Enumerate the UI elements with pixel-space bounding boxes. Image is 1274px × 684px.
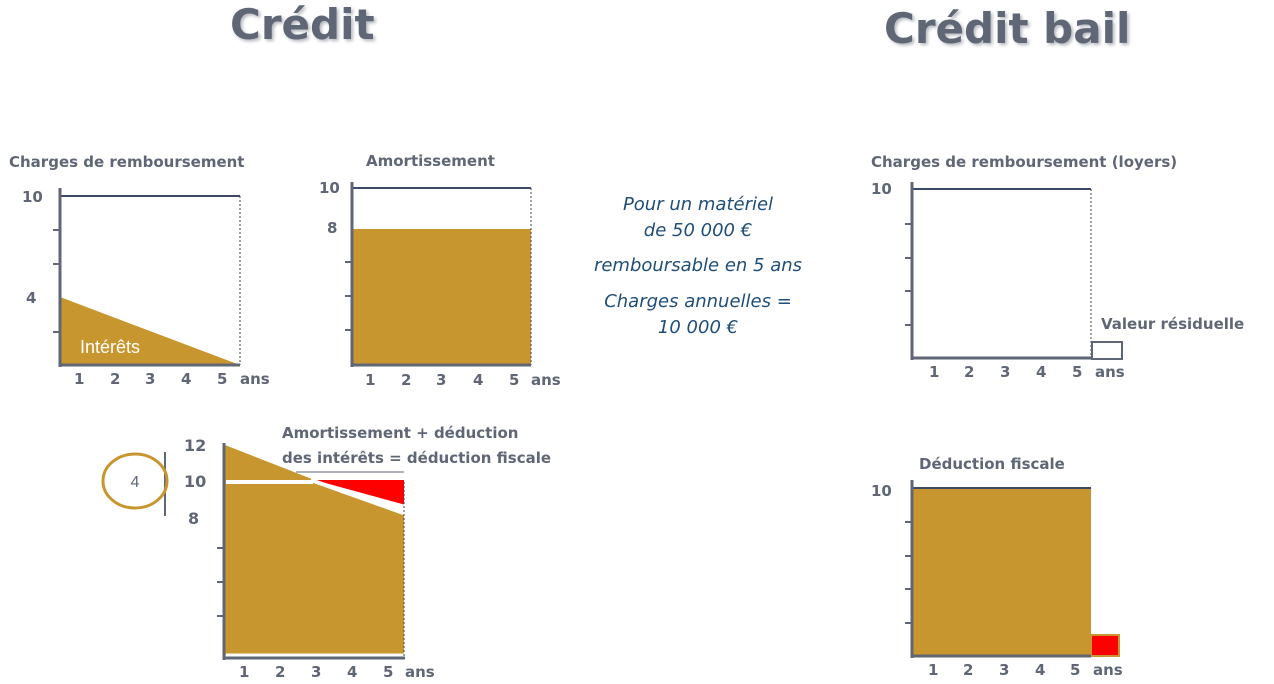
y-tick-label: 10 [871,482,892,500]
deduction-area [913,488,1091,656]
series-label: Intérêts [80,337,140,357]
x-tick-label: 4 [347,663,357,681]
interest-boundary-line [310,478,405,516]
y-tick-label: 12 [184,436,206,455]
chart-credit-deduction: Amortissement + déduction des intérêts =… [101,424,551,681]
title-credit: Crédit [230,0,375,49]
chart-bail-loyers: Charges de remboursement (loyers) 10 Val… [871,153,1244,381]
x-tick-label: 5 [1070,661,1080,679]
chart-title: Amortissement [366,152,495,170]
note-line: Pour un matériel [623,194,773,215]
x-tick-label: 3 [436,371,446,389]
x-tick-label: 4 [181,370,191,388]
chart-bail-deduction: Déduction fiscale 10 1 2 3 4 5 ans [871,455,1123,679]
x-tick-label: 4 [1036,363,1046,381]
x-tick-label: 1 [74,370,84,388]
y-tick-label: 10 [319,179,340,197]
x-tick-label: 5 [1072,363,1082,381]
note-line: Charges annuelles = [604,291,792,312]
x-tick-label: 2 [401,371,411,389]
x-tick-label: 3 [311,663,321,681]
circle-value: 4 [131,474,140,491]
amortissement-area [353,229,531,365]
x-unit-label: ans [531,371,561,389]
x-tick-label: 3 [1000,363,1010,381]
note-line: de 50 000 € [644,220,752,241]
valeur-residuelle-block [1090,634,1120,657]
x-tick-label: 5 [509,371,519,389]
chart-credit-remboursement: Charges de remboursement 10 4 Intérêts 1… [9,153,270,388]
x-unit-label: ans [240,370,270,388]
valeur-residuelle-box [1091,341,1123,360]
y-tick-label: 8 [327,219,337,237]
x-tick-label: 1 [365,371,375,389]
y-tick-label: 10 [871,180,892,198]
note-line: 10 000 € [658,317,738,338]
deduction-excess-area [314,480,404,505]
interest-circle [101,452,169,510]
x-unit-label: ans [405,663,435,681]
x-tick-label: 3 [999,661,1009,679]
chart-title-line: Amortissement + déduction [282,424,518,442]
x-tick-label: 5 [383,663,393,681]
x-tick-label: 2 [275,663,285,681]
chart-title-line: des intérêts = déduction fiscale [282,449,551,467]
chart-credit-amortissement: Amortissement 10 8 1 2 3 4 5 ans [319,152,561,389]
y-tick-label: 4 [26,289,36,307]
y-tick-label: 10 [184,472,206,491]
x-tick-label: 4 [1035,661,1045,679]
y-tick-label: 10 [22,188,43,206]
x-tick-label: 2 [963,661,973,679]
x-tick-label: 1 [239,663,249,681]
x-tick-label: 5 [217,370,227,388]
interets-area [61,297,240,365]
chart-title: Charges de remboursement (loyers) [871,153,1177,171]
x-tick-label: 2 [110,370,120,388]
valeur-residuelle-label: Valeur résiduelle [1101,315,1244,333]
x-tick-label: 4 [473,371,483,389]
chart-title: Déduction fiscale [919,455,1065,473]
x-unit-label: ans [1093,661,1123,679]
title-credit-bail: Crédit bail [884,4,1131,53]
x-tick-label: 1 [929,363,939,381]
x-tick-label: 1 [928,661,938,679]
x-unit-label: ans [1095,363,1125,381]
x-tick-label: 3 [145,370,155,388]
loan-note: Pour un matériel de 50 000 € remboursabl… [594,194,802,338]
chart-title: Charges de remboursement [9,153,244,171]
x-tick-label: 2 [964,363,974,381]
y-tick-label: 8 [188,509,199,528]
note-line: remboursable en 5 ans [594,255,802,276]
deduction-area [225,445,404,655]
